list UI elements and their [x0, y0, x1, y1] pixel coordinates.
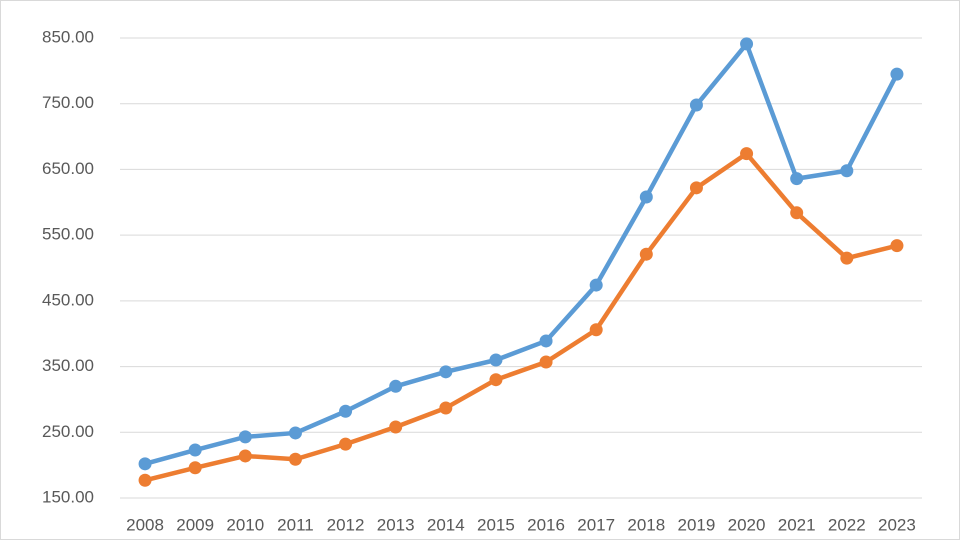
y-tick-label: 350.00 [42, 356, 94, 375]
series-line [144, 41, 899, 466]
data-point [890, 67, 904, 81]
data-point [689, 98, 703, 112]
data-point [188, 443, 202, 457]
data-point [238, 430, 252, 444]
data-point [288, 426, 302, 440]
x-tick-label: 2009 [176, 515, 214, 534]
data-point [790, 172, 804, 186]
x-tick-label: 2019 [678, 515, 716, 534]
y-tick-label: 850.00 [42, 27, 94, 46]
x-tick-label: 2014 [427, 515, 465, 534]
x-tick-label: 2008 [126, 515, 164, 534]
x-tick-label: 2022 [828, 515, 866, 534]
y-tick-label: 650.00 [42, 159, 94, 178]
data-point [740, 37, 754, 51]
data-point [389, 379, 403, 393]
x-tick-label: 2020 [728, 515, 766, 534]
x-tick-label: 2013 [377, 515, 415, 534]
x-tick-label: 2012 [327, 515, 365, 534]
y-tick-label: 550.00 [42, 225, 94, 244]
x-tick-label: 2023 [878, 515, 916, 534]
y-tick-label: 150.00 [42, 487, 94, 506]
x-tick-label: 2018 [627, 515, 665, 534]
data-point [489, 373, 503, 387]
x-tick-label: 2011 [277, 515, 314, 534]
series-line [144, 151, 898, 483]
data-point [589, 278, 603, 292]
data-point [840, 164, 854, 178]
x-tick-label: 2021 [778, 515, 816, 534]
y-tick-label: 450.00 [42, 290, 94, 309]
data-point [188, 461, 202, 475]
data-point [238, 449, 252, 463]
data-point [639, 247, 653, 261]
x-tick-label: 2015 [477, 515, 515, 534]
data-point [740, 147, 754, 161]
data-point [288, 452, 302, 466]
x-tick-label: 2017 [577, 515, 615, 534]
data-point [689, 181, 703, 195]
data-point [138, 457, 152, 471]
data-point [539, 355, 553, 369]
data-point [639, 190, 653, 204]
data-point [840, 251, 854, 265]
data-point [339, 437, 353, 451]
data-point [439, 365, 453, 379]
x-tick-label: 2016 [527, 515, 565, 534]
data-point [339, 404, 353, 418]
data-point [539, 334, 553, 348]
y-tick-label: 750.00 [42, 93, 94, 112]
data-point [589, 323, 603, 337]
data-point [790, 206, 804, 220]
data-point [489, 353, 503, 367]
data-point [890, 239, 904, 253]
x-tick-label: 2010 [226, 515, 264, 534]
data-point [138, 473, 152, 487]
y-tick-label: 250.00 [42, 422, 94, 441]
data-point [389, 420, 403, 434]
data-point [439, 401, 453, 415]
